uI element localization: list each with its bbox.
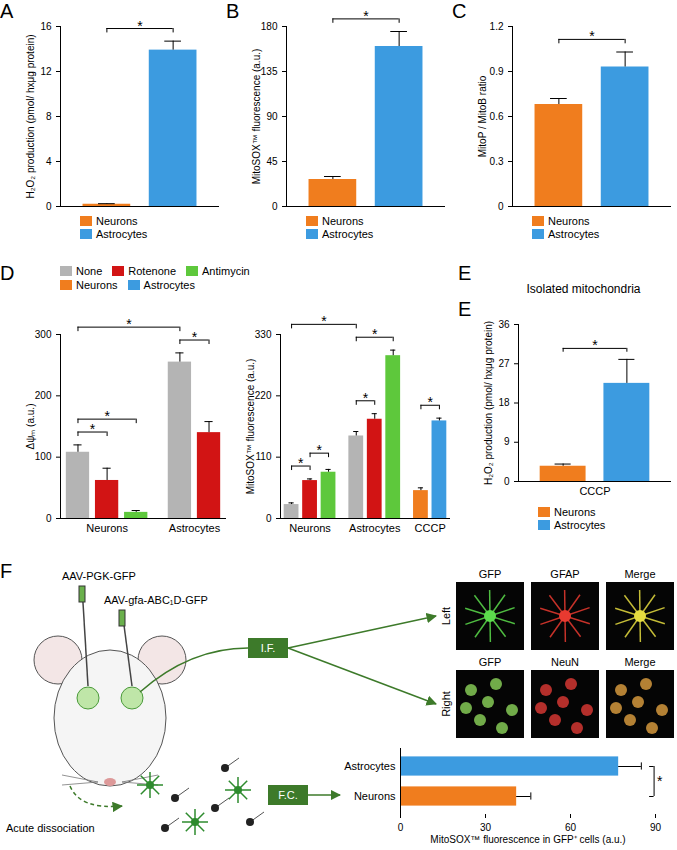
svg-text:0: 0 <box>504 476 510 487</box>
svg-text:Astrocytes: Astrocytes <box>349 522 401 534</box>
svg-text:0.6: 0.6 <box>490 111 504 122</box>
svg-text:36: 36 <box>498 319 510 330</box>
svg-text:NeuN: NeuN <box>551 656 579 668</box>
svg-text:Astrocytes: Astrocytes <box>169 522 221 534</box>
svg-text:27: 27 <box>498 358 510 369</box>
html-text:Neurons: Neurons <box>554 506 596 518</box>
svg-text:*: * <box>192 329 198 345</box>
svg-text:Δψₘ (a.u.): Δψₘ (a.u.) <box>25 404 36 450</box>
html-text:Neurons: Neurons <box>322 215 364 227</box>
svg-text:Neurons: Neurons <box>289 522 331 534</box>
svg-text:GFAP: GFAP <box>550 568 579 580</box>
html-text:Astrocytes: Astrocytes <box>548 228 600 240</box>
svg-text:GFP: GFP <box>479 568 502 580</box>
html-text:Neurons: Neurons <box>96 215 138 227</box>
svg-text:*: * <box>321 313 327 329</box>
svg-text:Astrocytes: Astrocytes <box>344 760 396 772</box>
svg-text:*: * <box>589 28 595 44</box>
svg-text:MitoP / MitoB ratio: MitoP / MitoB ratio <box>477 75 488 157</box>
svg-text:330: 330 <box>255 329 272 340</box>
svg-text:CCCP: CCCP <box>415 522 446 534</box>
svg-text:9: 9 <box>504 436 510 447</box>
html-text:Astrocytes: Astrocytes <box>143 279 195 291</box>
svg-text:*: * <box>90 421 96 437</box>
svg-text:*: * <box>298 455 304 471</box>
svg-text:*: * <box>126 316 132 332</box>
svg-text:0: 0 <box>498 201 504 212</box>
svg-text:90: 90 <box>650 822 662 833</box>
svg-text:AAV-gfa-ABC₁D-GFP: AAV-gfa-ABC₁D-GFP <box>104 594 208 606</box>
svg-text:180: 180 <box>261 21 278 32</box>
svg-text:0: 0 <box>46 201 52 212</box>
svg-text:*: * <box>317 442 323 458</box>
svg-text:F.C.: F.C. <box>278 789 298 801</box>
html-text:Neurons: Neurons <box>548 215 590 227</box>
html-text:Astrocytes: Astrocytes <box>554 519 606 531</box>
html-text:D: D <box>0 262 15 284</box>
svg-text:Left: Left <box>440 607 452 625</box>
svg-text:4: 4 <box>46 156 52 167</box>
html-text:Rotenone: Rotenone <box>128 265 176 277</box>
html-text:F: F <box>0 560 13 582</box>
html-text:Astrocytes: Astrocytes <box>322 228 374 240</box>
svg-text:45: 45 <box>266 156 278 167</box>
svg-text:*: * <box>363 390 369 406</box>
svg-text:GFP: GFP <box>479 656 502 668</box>
svg-text:12: 12 <box>40 66 52 77</box>
svg-text:18: 18 <box>498 397 510 408</box>
svg-text:0: 0 <box>398 822 404 833</box>
html-text:E: E <box>458 298 472 320</box>
svg-text:100: 100 <box>35 451 52 462</box>
svg-text:Right: Right <box>440 691 452 717</box>
svg-text:AAV-PGK-GFP: AAV-PGK-GFP <box>62 570 136 582</box>
html-text:E: E <box>458 262 472 284</box>
svg-text:Merge: Merge <box>624 656 655 668</box>
svg-text:60: 60 <box>565 822 577 833</box>
html-text:Neurons: Neurons <box>76 279 118 291</box>
html-text:B: B <box>226 0 240 22</box>
svg-text:220: 220 <box>255 390 272 401</box>
svg-text:CCCP: CCCP <box>579 485 610 497</box>
svg-text:*: * <box>427 394 433 410</box>
svg-text:*: * <box>137 18 143 34</box>
svg-text:0: 0 <box>266 513 272 524</box>
svg-text:Neurons: Neurons <box>86 522 128 534</box>
svg-text:0: 0 <box>46 513 52 524</box>
svg-text:MitoSOX™ fluorescence (a.u.): MitoSOX™ fluorescence (a.u.) <box>245 359 256 495</box>
svg-text:300: 300 <box>35 329 52 340</box>
svg-text:16: 16 <box>40 21 52 32</box>
svg-text:*: * <box>104 408 110 424</box>
svg-text:MitoSOX™ fluorescence in GFP⁺: MitoSOX™ fluorescence in GFP⁺ cells (a.u… <box>430 834 625 845</box>
html-text:C: C <box>452 0 467 22</box>
html-text:Isolated mitochondria: Isolated mitochondria <box>526 282 641 296</box>
svg-text:H₂O₂ production (pmol/ hxμg pr: H₂O₂ production (pmol/ hxμg protein) <box>25 34 36 198</box>
svg-text:0: 0 <box>272 201 278 212</box>
svg-text:30: 30 <box>480 822 492 833</box>
svg-text:0.9: 0.9 <box>490 66 504 77</box>
svg-text:Acute dissociation: Acute dissociation <box>6 822 95 834</box>
svg-text:110: 110 <box>256 451 272 462</box>
svg-text:200: 200 <box>35 390 52 401</box>
html-text:Astrocytes: Astrocytes <box>96 228 148 240</box>
svg-text:H₂O₂ production (pmol/ hxμg pr: H₂O₂ production (pmol/ hxμg protein) <box>483 321 494 485</box>
html-text:A: A <box>0 0 14 22</box>
svg-text:I.F.: I.F. <box>261 642 276 654</box>
svg-text:1.2: 1.2 <box>490 21 504 32</box>
svg-text:8: 8 <box>46 111 52 122</box>
svg-text:Merge: Merge <box>624 568 655 580</box>
svg-text:*: * <box>657 773 663 789</box>
svg-text:*: * <box>372 326 378 342</box>
html-text:None: None <box>76 265 103 277</box>
svg-text:*: * <box>363 8 369 24</box>
svg-text:MitoSOX™ fluorescence (a.u.): MitoSOX™ fluorescence (a.u.) <box>251 49 262 185</box>
svg-text:*: * <box>592 337 598 353</box>
svg-text:0.3: 0.3 <box>490 156 504 167</box>
svg-text:135: 135 <box>261 66 278 77</box>
svg-text:Neurons: Neurons <box>354 790 396 802</box>
html-text:Antimycin: Antimycin <box>202 265 250 277</box>
svg-text:90: 90 <box>266 111 278 122</box>
